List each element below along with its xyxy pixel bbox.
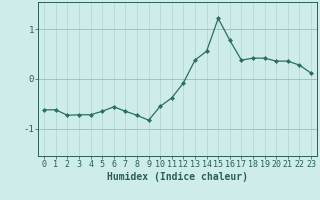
X-axis label: Humidex (Indice chaleur): Humidex (Indice chaleur) (107, 172, 248, 182)
